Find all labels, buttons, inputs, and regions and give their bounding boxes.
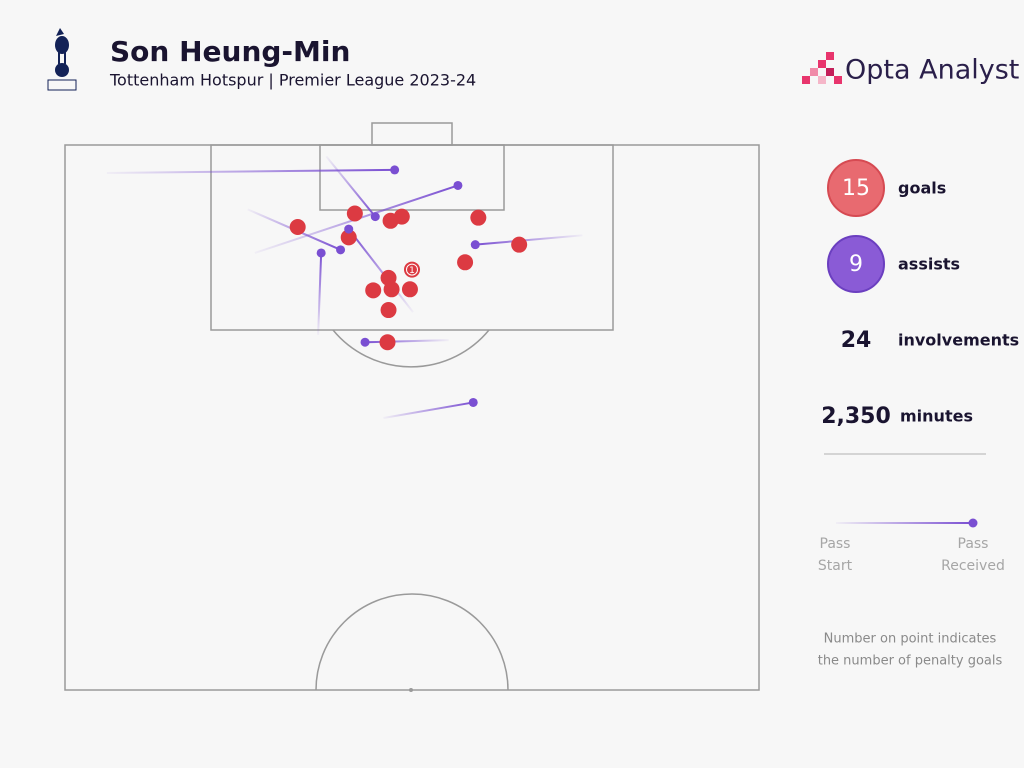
title: Son Heung-Min [110,35,350,68]
assist-pass [106,168,395,175]
goal [470,209,487,226]
legend-label: Pass [958,536,989,552]
stat-value: 2,350 [821,404,891,429]
goal [383,281,400,298]
assist-receive [316,248,326,258]
assist-receive [336,245,346,255]
pitch [64,122,760,692]
stat-label: goals [898,179,946,198]
stat-label: involvements [898,331,1019,350]
assists-badge [827,235,885,293]
stat-value: 9 [849,252,863,277]
brand-logo: Opta Analyst [802,52,1019,86]
marks: 1 [106,155,583,420]
assist-pass [365,339,449,344]
club-crest [47,28,77,91]
assist-receive [470,240,480,250]
goal [393,208,410,225]
goal [511,236,528,253]
assist-pass [475,234,583,246]
goal [340,229,357,246]
legend-dot [968,518,978,528]
side-panel: 15 goals 9 assists 24 involvements 2,350… [818,159,1019,669]
note: Number on point indicates [824,632,997,647]
goals-badge [827,159,885,217]
legend-label: Pass [820,536,851,552]
assist-receive [390,165,400,175]
legend-label: Received [941,558,1005,574]
assist-receive [370,212,380,222]
goal [401,281,418,298]
penalty-label: 1 [409,266,415,276]
goal [365,282,382,299]
goal [346,205,363,222]
assist-pass [347,228,414,313]
brand-name: Opta Analyst [845,55,1019,86]
assist-receive [360,337,370,347]
assist-receive [453,180,463,190]
goal [379,334,396,351]
stat-value: 24 [841,328,872,353]
stat-label: minutes [900,407,973,426]
goal [289,219,306,236]
assist-receive [344,224,354,234]
note: the number of penalty goals [818,654,1003,669]
legend-label: Start [818,558,853,574]
assist-pass [325,155,377,218]
assist-pass [383,401,474,420]
assist-receive [468,397,478,407]
assist-pass [317,252,323,336]
goal [380,302,397,319]
subtitle: Tottenham Hotspur | Premier League 2023-… [109,71,476,90]
goal [457,254,474,271]
penalty-ring [406,263,418,276]
stat-label: assists [898,255,960,274]
stat-value: 15 [842,176,870,201]
